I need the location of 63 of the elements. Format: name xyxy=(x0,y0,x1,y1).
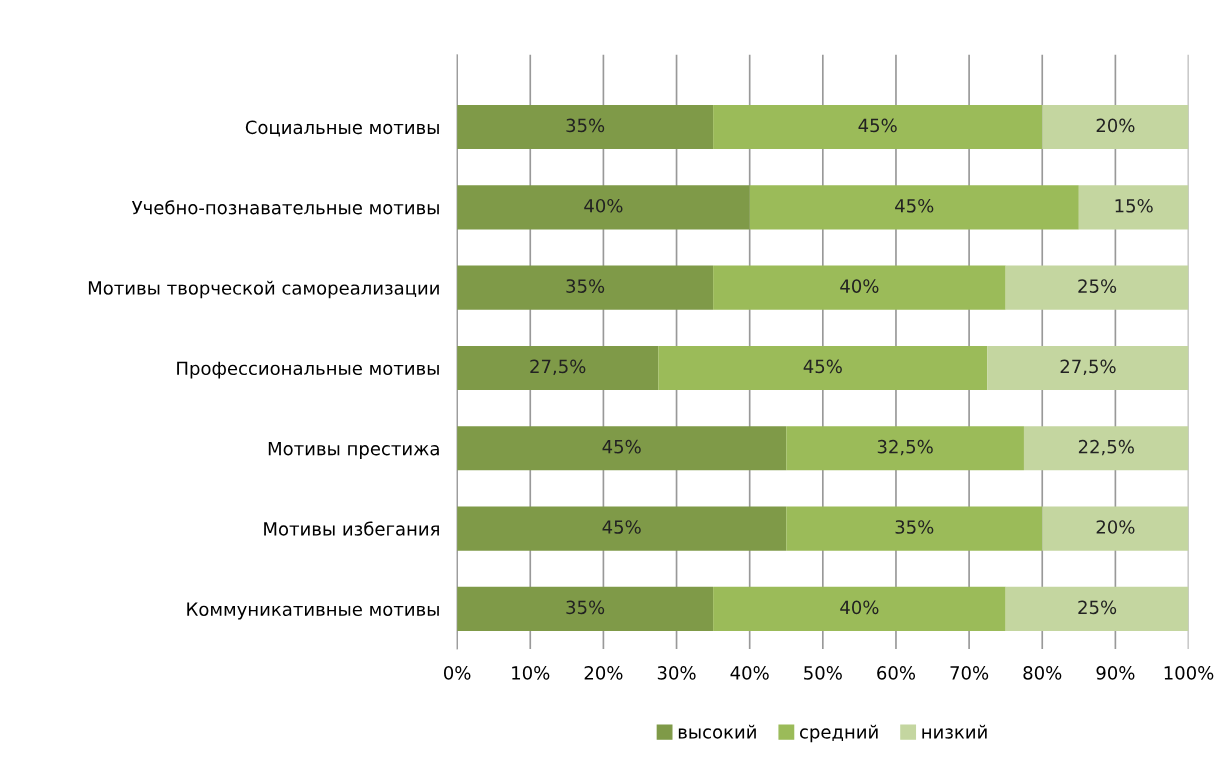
data-label: 45% xyxy=(895,198,934,213)
y-tick-label: Мотивы творческой самореализации xyxy=(88,280,439,299)
legend-label: низкий xyxy=(922,724,987,739)
data-label: 15% xyxy=(1115,198,1153,213)
bar xyxy=(713,586,1006,631)
x-tick-label: 80% xyxy=(1023,666,1062,680)
data-label: 20% xyxy=(1096,520,1135,534)
data-label: 27,5% xyxy=(530,359,586,376)
bar xyxy=(1005,586,1189,631)
data-label: 35% xyxy=(566,279,605,293)
bar xyxy=(1042,506,1189,551)
y-tick-label: Учебно-познавательные мотивы xyxy=(131,200,439,215)
data-label: 45% xyxy=(602,439,641,454)
y-tick-label: Коммуникативные мотивы xyxy=(187,602,439,620)
data-label: 27,5% xyxy=(1060,359,1116,376)
bar xyxy=(786,426,1024,471)
data-label: 25% xyxy=(1078,279,1117,293)
legend-label: средний xyxy=(799,724,878,743)
legend-label: высокий xyxy=(678,724,756,739)
bar xyxy=(713,265,1006,310)
data-label: 32,5% xyxy=(877,439,933,456)
y-tick-label: Мотивы престижа xyxy=(268,441,439,459)
data-label: 20% xyxy=(1096,118,1135,133)
y-tick-label: Социальные мотивы xyxy=(245,120,439,137)
x-tick-label: 50% xyxy=(804,666,842,680)
x-tick-label: 30% xyxy=(657,666,696,680)
x-tick-label: 90% xyxy=(1096,666,1135,680)
bar xyxy=(1078,185,1189,230)
x-tick-label: 40% xyxy=(730,666,769,680)
data-label: 35% xyxy=(566,600,605,615)
data-label: 35% xyxy=(895,520,934,534)
data-label: 40% xyxy=(840,279,879,293)
bar xyxy=(457,345,659,391)
x-tick-label: 20% xyxy=(584,666,623,680)
data-label: 45% xyxy=(803,359,842,374)
bar xyxy=(457,426,787,471)
bar xyxy=(1023,426,1189,471)
bar xyxy=(457,104,714,150)
bar xyxy=(457,586,714,631)
data-label: 45% xyxy=(858,118,897,133)
x-tick-label: 0% xyxy=(443,666,471,680)
data-label: 40% xyxy=(584,198,623,213)
data-label: 22,5% xyxy=(1078,439,1134,456)
x-tick-label: 60% xyxy=(877,666,916,680)
bar xyxy=(457,185,750,230)
data-label: 40% xyxy=(840,600,879,615)
bar xyxy=(658,345,988,391)
x-tick-label: 70% xyxy=(950,666,989,680)
bar xyxy=(987,345,1189,391)
x-tick-label: 100% xyxy=(1164,666,1214,680)
bar xyxy=(457,506,787,551)
data-label: 25% xyxy=(1078,600,1117,615)
bar xyxy=(457,265,714,310)
data-label: 35% xyxy=(566,118,605,133)
y-tick-label: Профессиональные мотивы xyxy=(177,361,439,379)
bar xyxy=(713,104,1043,150)
y-tick-label: Мотивы избегания xyxy=(264,521,439,536)
data-label: 45% xyxy=(602,520,641,534)
bar xyxy=(1042,104,1189,150)
bar xyxy=(1005,265,1189,310)
bar xyxy=(749,185,1079,230)
bar xyxy=(786,506,1043,551)
x-tick-label: 10% xyxy=(512,666,550,680)
